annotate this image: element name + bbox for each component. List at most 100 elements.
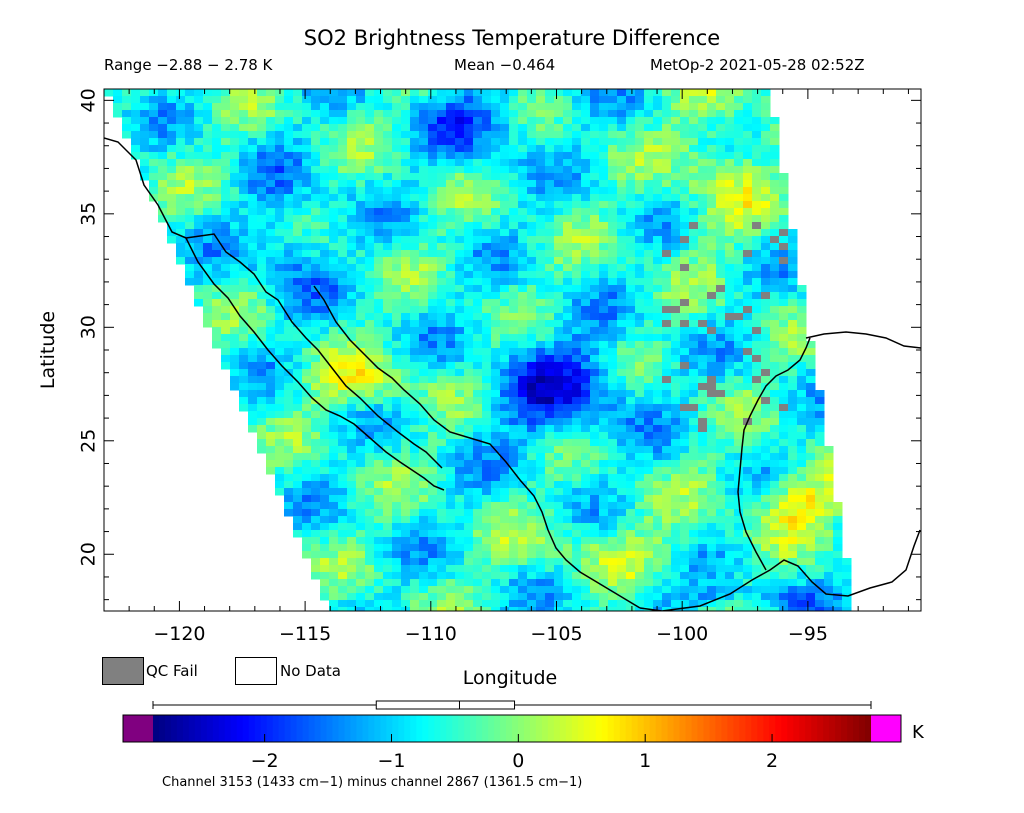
swath-cell [698, 334, 708, 342]
swath-cell [689, 481, 699, 489]
swath-cell [365, 369, 375, 377]
swath-cell [419, 593, 429, 601]
swath-cell [572, 460, 582, 468]
swath-cell [815, 411, 825, 419]
swath-cell [680, 110, 690, 118]
swath-cell [716, 579, 726, 587]
swath-cell [563, 159, 573, 167]
swath-cell [626, 250, 636, 258]
swath-cell [311, 250, 321, 258]
swath-cell [761, 159, 771, 167]
swath-cell [761, 292, 771, 300]
swath-cell [383, 89, 393, 97]
swath-cell [311, 215, 321, 223]
swath-cell [599, 502, 609, 510]
swath-cell [410, 362, 420, 370]
swath-cell [401, 327, 411, 335]
swath-cell [383, 537, 393, 545]
swath-cell [518, 460, 528, 468]
swath-cell [392, 467, 402, 475]
swath-cell [302, 271, 312, 279]
swath-cell [302, 173, 312, 181]
swath-cell [644, 390, 654, 398]
swath-cell [302, 229, 312, 237]
swath-cell [320, 523, 330, 531]
swath-cell [320, 257, 330, 265]
swath-cell [338, 530, 348, 538]
swath-cell [266, 404, 276, 412]
swath-cell [176, 229, 186, 237]
swath-cell [518, 537, 528, 545]
swath-cell [302, 194, 312, 202]
swath-cell [788, 355, 798, 363]
swath-cell [383, 558, 393, 566]
swath-cell [248, 173, 258, 181]
swath-cell [608, 544, 618, 552]
swath-cell [752, 376, 762, 384]
swath-cell [356, 460, 366, 468]
swath-cell [194, 222, 204, 230]
swath-cell [761, 523, 771, 531]
swath-cell [194, 117, 204, 125]
swath-cell [509, 201, 519, 209]
swath-cell [761, 418, 771, 426]
swath-cell [347, 201, 357, 209]
swath-cell [176, 194, 186, 202]
swath-cell [464, 432, 474, 440]
swath-cell [617, 201, 627, 209]
swath-cell [257, 292, 267, 300]
swath-cell [302, 152, 312, 160]
swath-cell [590, 306, 600, 314]
swath-cell [266, 453, 276, 461]
swath-cell [779, 572, 789, 580]
swath-cell [725, 292, 735, 300]
swath-cell [248, 124, 258, 132]
swath-cell [338, 509, 348, 517]
swath-cell [779, 173, 789, 181]
swath-cell [347, 313, 357, 321]
swath-cell [662, 187, 672, 195]
swath-cell [752, 285, 762, 293]
range-label: Range −2.88 − 2.78 K [104, 56, 273, 74]
swath-cell [212, 180, 222, 188]
swath-cell [743, 411, 753, 419]
swath-cell [617, 516, 627, 524]
swath-cell [401, 145, 411, 153]
swath-cell [500, 348, 510, 356]
swath-cell [482, 110, 492, 118]
swath-cell [770, 264, 780, 272]
swath-cell [824, 544, 834, 552]
swath-cell [158, 96, 168, 104]
swath-cell [212, 215, 222, 223]
swath-cell [644, 418, 654, 426]
swath-cell [500, 306, 510, 314]
swath-cell [437, 180, 447, 188]
swath-cell [707, 341, 717, 349]
swath-cell [509, 481, 519, 489]
swath-cell [707, 327, 717, 335]
swath-cell [590, 418, 600, 426]
swath-cell [257, 89, 267, 97]
swath-cell [401, 292, 411, 300]
swath-cell [797, 607, 807, 611]
swath-cell [581, 537, 591, 545]
swath-cell [500, 579, 510, 587]
swath-cell [662, 439, 672, 447]
swath-cell [203, 250, 213, 258]
swath-cell [527, 488, 537, 496]
swath-cell [599, 488, 609, 496]
swath-cell [149, 131, 159, 139]
swath-cell [617, 222, 627, 230]
swath-cell [671, 145, 681, 153]
swath-cell [590, 257, 600, 265]
swath-cell [446, 299, 456, 307]
swath-cell [635, 432, 645, 440]
swath-cell [608, 600, 618, 608]
swath-cell [356, 439, 366, 447]
swath-cell [329, 502, 339, 510]
swath-cell [761, 348, 771, 356]
swath-cell [374, 607, 384, 611]
swath-cell [419, 530, 429, 538]
swath-cell [410, 131, 420, 139]
swath-cell [536, 131, 546, 139]
